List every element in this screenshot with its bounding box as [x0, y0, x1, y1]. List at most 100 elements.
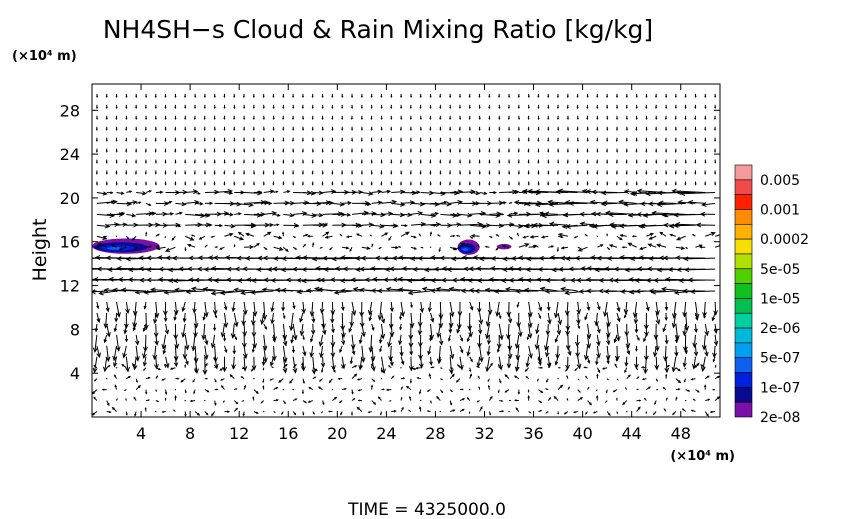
wind-vector-head — [281, 256, 287, 261]
wind-vector — [163, 345, 167, 354]
wind-vector — [204, 301, 208, 317]
wind-vector — [312, 191, 323, 194]
wind-vector-head — [694, 161, 697, 164]
wind-vector-head — [389, 307, 394, 313]
wind-vector-head — [145, 231, 148, 235]
wind-vector — [203, 288, 225, 292]
wind-vector — [194, 345, 197, 363]
wind-vector-head — [514, 366, 520, 373]
wind-vector-head — [278, 246, 284, 251]
wind-vector-head — [203, 354, 209, 361]
wind-vector-head — [648, 386, 651, 389]
wind-vector-head — [269, 222, 275, 228]
wind-vector-head — [112, 355, 118, 362]
wind-vector — [165, 246, 176, 252]
wind-vector-head — [142, 328, 147, 333]
wind-vector-head — [265, 247, 268, 250]
wind-vector-head — [592, 411, 596, 414]
wind-vector-head — [413, 235, 417, 239]
wind-vector-head — [606, 95, 609, 99]
wind-vector — [436, 288, 461, 292]
wind-vector-head — [106, 331, 111, 338]
wind-vector — [603, 202, 627, 204]
wind-vector-head — [144, 172, 147, 175]
wind-vector-head — [289, 380, 293, 384]
wind-vector — [244, 213, 262, 216]
wind-vector — [165, 213, 174, 215]
wind-vector-head — [342, 266, 348, 272]
wind-vector — [674, 213, 706, 216]
wind-vector-head — [311, 95, 314, 99]
wind-vector — [234, 235, 244, 240]
wind-vector-head — [240, 290, 246, 296]
x-tick-label: 24 — [376, 424, 396, 443]
wind-vector-head — [488, 172, 491, 175]
wind-vector-head — [96, 117, 99, 121]
wind-vector-head — [397, 287, 404, 293]
wind-vector-head — [606, 150, 609, 153]
wind-vector-head — [508, 95, 511, 99]
wind-vector — [379, 334, 382, 343]
wind-vector-head — [527, 312, 533, 318]
wind-vector-head — [652, 352, 658, 358]
wind-vector-head — [456, 212, 462, 217]
wind-vector-head — [713, 340, 719, 347]
wind-vector-head — [105, 183, 108, 186]
wind-vector-head — [205, 412, 209, 416]
wind-vector-head — [262, 106, 265, 110]
wind-vector — [361, 224, 374, 226]
wind-vector — [361, 202, 371, 205]
wind-vector-head — [280, 267, 286, 273]
wind-vector — [610, 223, 627, 226]
wind-vector — [155, 301, 158, 318]
wind-vector-head — [607, 277, 614, 283]
wind-vector — [507, 213, 539, 217]
wind-vector-head — [167, 267, 173, 273]
wind-vector — [428, 301, 432, 312]
wind-vector-head — [641, 378, 645, 381]
wind-vector-head — [223, 117, 226, 121]
wind-vector-head — [561, 224, 568, 229]
wind-vector-head — [331, 161, 334, 164]
wind-vector-head — [654, 402, 657, 405]
wind-vector-head — [174, 150, 177, 153]
wind-vector-head — [692, 234, 695, 236]
wind-vector-head — [547, 106, 550, 110]
wind-vector-head — [619, 237, 623, 241]
wind-vector-head — [339, 278, 346, 284]
wind-vector-head — [164, 363, 170, 369]
wind-vector-head — [605, 332, 611, 338]
wind-vector-head — [95, 106, 98, 110]
wind-vector-head — [559, 367, 562, 369]
wind-vector-head — [547, 95, 550, 99]
wind-vector-head — [517, 392, 521, 395]
wind-vector-head — [389, 331, 395, 338]
wind-vector-head — [134, 289, 141, 295]
wind-vector-head — [181, 307, 186, 313]
wind-vector-head — [624, 362, 629, 368]
wind-vector-head — [439, 139, 442, 142]
wind-vector-head — [457, 199, 463, 205]
wind-vector-head — [378, 247, 381, 250]
wind-vector-head — [378, 339, 383, 344]
wind-vector-head — [221, 384, 224, 388]
wind-vector-head — [429, 150, 432, 153]
wind-vector-head — [219, 290, 226, 296]
wind-vector — [143, 323, 147, 332]
wind-vector — [528, 312, 532, 328]
wind-vector-head — [360, 183, 363, 186]
wind-vector — [234, 202, 253, 206]
wind-vector-head — [679, 191, 686, 196]
wind-vector-head — [356, 406, 360, 410]
wind-vector-head — [164, 106, 167, 110]
wind-vector-head — [390, 183, 393, 186]
wind-vector-head — [704, 172, 707, 175]
wind-vector-head — [547, 117, 550, 121]
wind-vector-head — [234, 337, 237, 341]
wind-vector-head — [547, 139, 550, 142]
wind-vector-head — [495, 234, 498, 237]
wind-vector-head — [477, 221, 483, 227]
wind-vector-head — [377, 396, 381, 399]
wind-vector-head — [541, 213, 547, 219]
wind-vector-head — [645, 161, 648, 164]
